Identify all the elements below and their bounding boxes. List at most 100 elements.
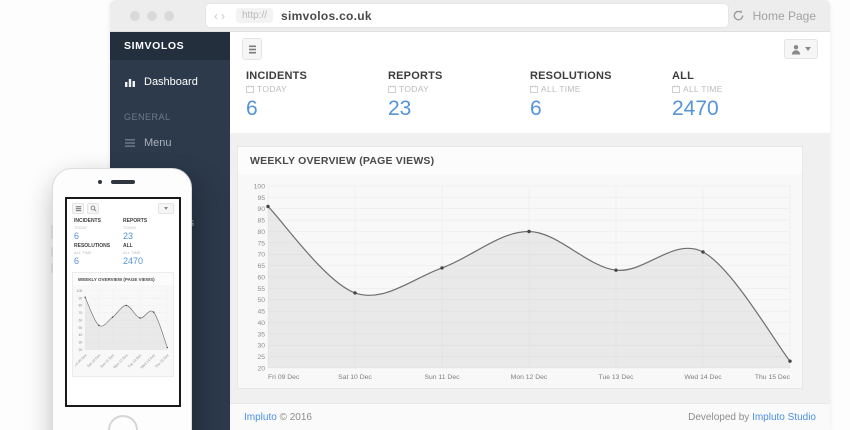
svg-text:Tue 13 Dec: Tue 13 Dec: [599, 374, 634, 381]
sidebar-item-dashboard[interactable]: Dashboard: [110, 60, 230, 100]
phone-stat-resolutions: RESOLUTIONS ALL TIME 6: [74, 243, 111, 266]
svg-text:100: 100: [254, 183, 266, 190]
svg-text:Thu 15 Dec: Thu 15 Dec: [154, 353, 170, 369]
weekly-overview-panel: WEEKLY OVERVIEW (PAGE VIEWS) 20 25 30 35 40 4…: [237, 146, 803, 389]
footer: Impluto © 2016 Developed by Impluto Stud…: [230, 403, 830, 430]
svg-text:45: 45: [257, 309, 265, 316]
bar-chart-icon: [125, 79, 135, 87]
svg-text:20: 20: [78, 348, 82, 352]
calendar-icon: [388, 85, 396, 93]
svg-text:30: 30: [257, 343, 265, 350]
stat-period-label: TODAY: [399, 84, 429, 94]
window-dot-icon[interactable]: [130, 10, 140, 21]
svg-text:25: 25: [257, 354, 265, 361]
phone-stat-incidents: INCIDENTS TODAY 6: [74, 218, 101, 241]
stat-resolutions: RESOLUTIONS ALL TIME 6: [530, 70, 672, 121]
phone-topbar: [67, 199, 179, 217]
window-controls: [130, 10, 174, 21]
window-dot-icon[interactable]: [164, 10, 174, 21]
phone-home-button[interactable]: [108, 415, 138, 430]
back-forward-icons[interactable]: ‹›: [214, 8, 228, 23]
svg-text:100: 100: [77, 289, 83, 293]
svg-text:50: 50: [257, 297, 265, 304]
phone-sidebar-toggle-button[interactable]: [72, 203, 84, 214]
hamburger-icon: [75, 206, 81, 212]
svg-text:Mon 12 Dec: Mon 12 Dec: [113, 353, 129, 369]
phone-panel-title: WEEKLY OVERVIEW (PAGE VIEWS): [78, 277, 155, 282]
phone-camera-icon: [98, 180, 102, 184]
weekly-overview-chart: 20 25 30 35 40 45 50 55 60 65 70 75 80 85 90 95 100 Fri 0…: [254, 183, 792, 381]
svg-text:20: 20: [257, 365, 265, 372]
phone-volume-up-button: [51, 247, 53, 257]
stats-row: INCIDENTS TODAY 6 REPORTS TODAY 23 RESOL…: [230, 66, 830, 133]
sidebar-item-menu[interactable]: Menu: [110, 126, 230, 160]
sidebar-section-general: GENERAL: [124, 112, 171, 122]
svg-text:Thu 15 Dec: Thu 15 Dec: [755, 374, 791, 381]
phone-mute-switch: [51, 225, 53, 239]
impluto-link[interactable]: Impluto: [244, 411, 277, 423]
calendar-icon: [672, 85, 680, 93]
stat-label: RESOLUTIONS: [530, 70, 612, 82]
stat-label: REPORTS: [388, 70, 443, 82]
sidebar-item-label: Dashboard: [144, 76, 198, 88]
phone-mockup: INCIDENTS TODAY 6 REPORTS TODAY 23 RESOL…: [51, 168, 192, 430]
user-icon: [791, 44, 801, 54]
stat-label: INCIDENTS: [246, 70, 308, 82]
stat-all: ALL ALL TIME 2470: [672, 70, 814, 121]
sidebar-toggle-button[interactable]: [242, 38, 262, 60]
home-page-link[interactable]: Home Page: [752, 8, 816, 23]
url-scheme-chip: http://: [236, 8, 274, 23]
address-bar[interactable]: ‹› http:// simvolos.co.uk: [206, 4, 728, 27]
stat-period-label: ALL TIME: [683, 84, 723, 94]
refresh-icon[interactable]: [732, 9, 745, 22]
list-icon: [125, 139, 135, 147]
svg-text:95: 95: [257, 195, 265, 202]
svg-text:35: 35: [257, 331, 265, 338]
calendar-icon: [530, 85, 538, 93]
chevron-down-icon: [805, 47, 811, 51]
footer-copyright: Impluto © 2016: [244, 411, 312, 423]
svg-text:Sun 11 Dec: Sun 11 Dec: [424, 374, 460, 381]
svg-text:90: 90: [78, 296, 82, 300]
window-dot-icon[interactable]: [147, 10, 157, 21]
svg-text:Sat 10 Dec: Sat 10 Dec: [338, 374, 372, 381]
phone-search-button[interactable]: [87, 203, 99, 214]
svg-text:Fri 09 Dec: Fri 09 Dec: [268, 374, 300, 381]
footer-credit: Developed by Impluto Studio: [688, 411, 816, 423]
content-area: WEEKLY OVERVIEW (PAGE VIEWS) 20 25 30 35 40 4…: [230, 133, 830, 403]
phone-screen: INCIDENTS TODAY 6 REPORTS TODAY 23 RESOL…: [65, 197, 181, 407]
stat-period-label: TODAY: [257, 84, 287, 94]
svg-text:70: 70: [78, 311, 82, 315]
svg-text:90: 90: [257, 206, 265, 213]
phone-speaker: [111, 180, 135, 184]
phone-stat-reports: REPORTS TODAY 23: [123, 218, 148, 241]
impluto-studio-link[interactable]: Impluto Studio: [752, 411, 816, 423]
svg-text:80: 80: [78, 304, 82, 308]
svg-text:60: 60: [257, 274, 265, 281]
phone-stats-grid: INCIDENTS TODAY 6 REPORTS TODAY 23 RESOL…: [67, 217, 179, 268]
svg-text:Wed 14 Dec: Wed 14 Dec: [684, 374, 722, 381]
browser-window: ‹› http:// simvolos.co.uk Home Page SIMV…: [110, 0, 830, 430]
url-text[interactable]: simvolos.co.uk: [281, 8, 372, 23]
svg-text:80: 80: [257, 229, 265, 236]
sidebar-item-label: Menu: [144, 137, 172, 149]
svg-text:50: 50: [78, 326, 82, 330]
user-menu-button[interactable]: [784, 39, 818, 59]
stat-value: 23: [388, 97, 412, 120]
phone-user-menu-button[interactable]: [158, 203, 174, 214]
stat-reports: REPORTS TODAY 23: [388, 70, 530, 121]
phone-stat-all: ALL ALL TIME 2470: [123, 243, 144, 266]
panel-title: WEEKLY OVERVIEW (PAGE VIEWS): [238, 147, 802, 174]
browser-chrome: ‹› http:// simvolos.co.uk Home Page: [110, 0, 830, 32]
phone-weekly-overview-panel: WEEKLY OVERVIEW (PAGE VIEWS) 20 30 40 50 60 7…: [72, 272, 174, 377]
svg-text:70: 70: [257, 252, 265, 259]
svg-text:40: 40: [257, 320, 265, 327]
topbar: [230, 32, 830, 66]
svg-text:65: 65: [257, 263, 265, 270]
svg-text:Mon 12 Dec: Mon 12 Dec: [511, 374, 548, 381]
phone-volume-down-button: [51, 263, 53, 273]
stat-period-label: ALL TIME: [541, 84, 581, 94]
svg-text:Wed 14 Dec: Wed 14 Dec: [140, 353, 157, 370]
